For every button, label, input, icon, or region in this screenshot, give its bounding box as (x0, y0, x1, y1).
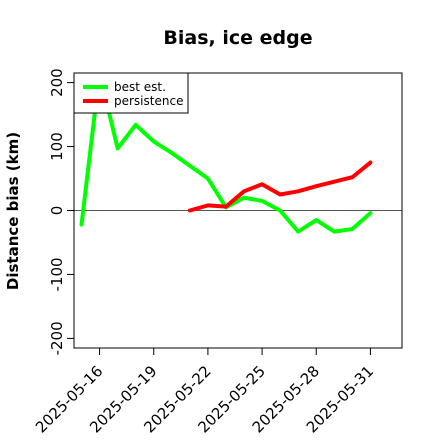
y-tick-label: -100 (48, 257, 66, 291)
y-tick-label: -200 (48, 321, 66, 355)
y-tick-label: 200 (48, 68, 66, 97)
legend-box (73, 72, 189, 114)
series-line-persistence (187, 160, 373, 213)
y-tick-label: 100 (48, 132, 66, 161)
legend-label-best-est: best est. (114, 80, 166, 94)
chart-title: Bias, ice edge (163, 27, 312, 49)
legend: best est. persistence (73, 72, 189, 114)
y-tick-label: 0 (48, 206, 66, 216)
y-axis-label: Distance bias (km) (4, 132, 22, 290)
legend-label-persistence: persistence (114, 94, 183, 108)
